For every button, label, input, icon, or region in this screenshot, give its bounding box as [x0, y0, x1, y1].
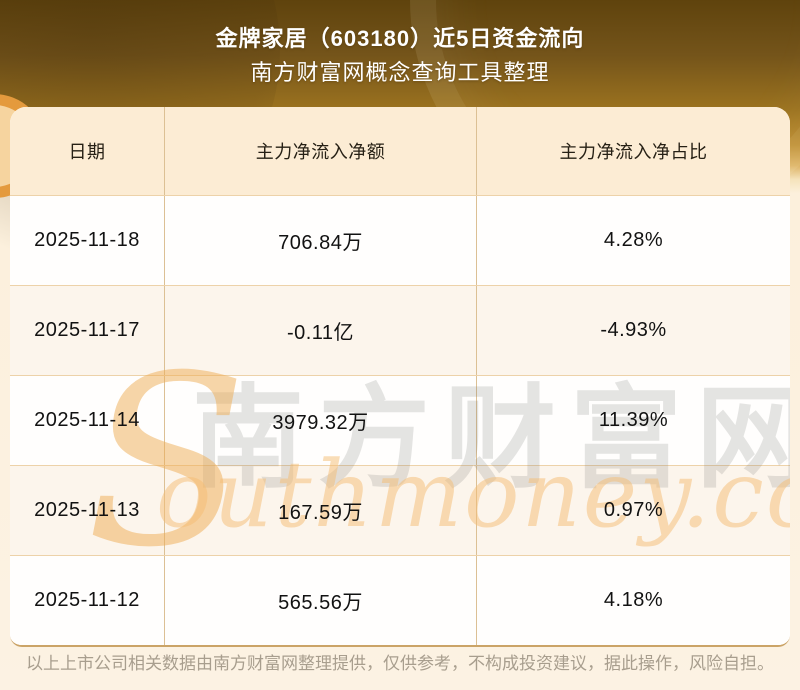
column-header-date: 日期: [10, 107, 165, 195]
disclaimer-text: 以上上市公司相关数据由南方财富网整理提供，仅供参考，不构成投资建议，据此操作，风…: [26, 654, 774, 673]
cell-ratio: 0.97%: [603, 499, 664, 521]
cell-amount: 3979.32万: [165, 376, 477, 465]
table-header-row: 日期 主力净流入净额 主力净流入净占比: [10, 107, 790, 195]
column-header-amount: 主力净流入净额: [165, 107, 477, 195]
cell-date: 2025-11-18: [10, 196, 165, 285]
table-row: 2025-11-12 565.56万 4.18%: [10, 555, 790, 645]
cell-date: 2025-11-13: [10, 466, 165, 555]
cell-date: 2025-11-12: [10, 556, 165, 645]
table-row: 2025-11-17 -0.11亿 -4.93%: [10, 285, 790, 375]
hero-header: 金牌家居（603180）近5日资金流向 南方财富网概念查询工具整理: [0, 0, 800, 90]
cell-amount: 565.56万: [165, 556, 477, 645]
page-subtitle: 南方财富网概念查询工具整理: [250, 60, 550, 85]
cell-ratio: -4.93%: [600, 319, 667, 341]
table-row: 2025-11-18 706.84万 4.28%: [10, 195, 790, 285]
cell-ratio: 4.28%: [603, 229, 664, 251]
table-row: 2025-11-13 167.59万 0.97%: [10, 465, 790, 555]
fund-flow-table: 南方财富网 S outhmoney.com 日期 主力净流入净额 主力净流入净占…: [10, 107, 790, 647]
cell-amount: 167.59万: [165, 466, 477, 555]
cell-date: 2025-11-14: [10, 376, 165, 465]
cell-amount: 706.84万: [165, 196, 477, 285]
cell-date: 2025-11-17: [10, 286, 165, 375]
column-header-ratio: 主力净流入净占比: [559, 142, 708, 162]
cell-amount: -0.11亿: [165, 286, 477, 375]
cell-ratio: 11.39%: [598, 409, 669, 431]
cell-ratio: 4.18%: [603, 589, 664, 611]
page-title: 金牌家居（603180）近5日资金流向: [215, 26, 585, 51]
table-row: 2025-11-14 3979.32万 11.39%: [10, 375, 790, 465]
